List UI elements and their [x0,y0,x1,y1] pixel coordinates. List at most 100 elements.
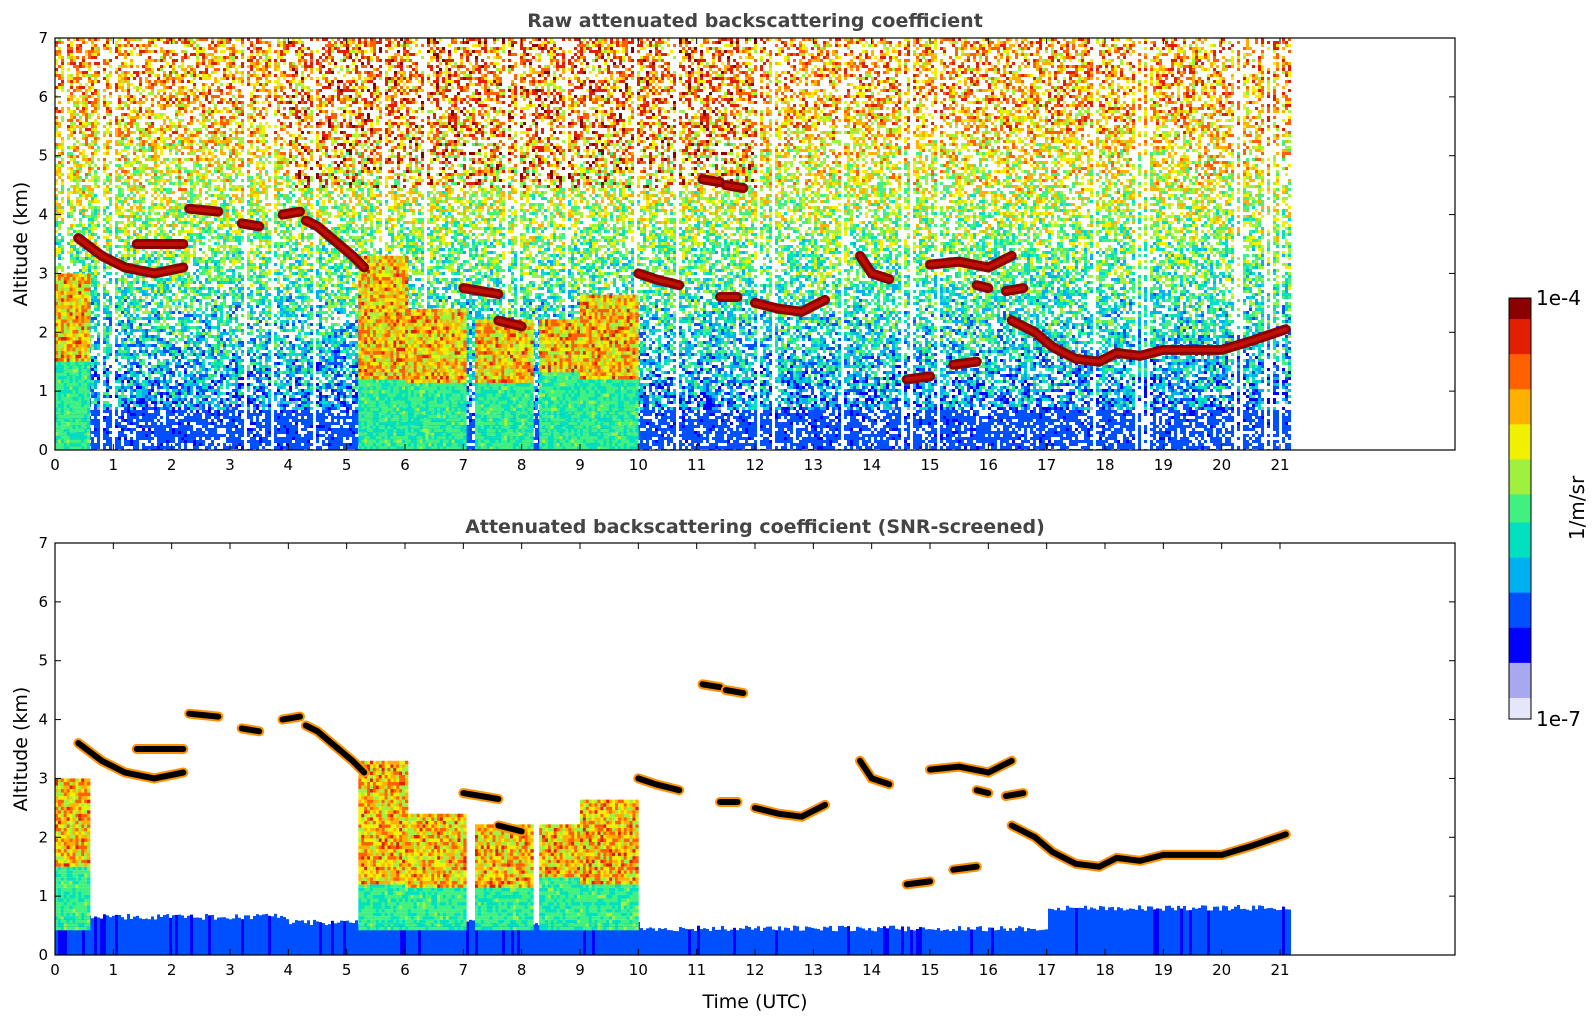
heatmap-cell [118,191,121,194]
heatmap-cell [151,149,154,152]
heatmap-cell [91,395,94,398]
heatmap-cell [211,116,214,119]
heatmap-cell [166,50,169,53]
heatmap-cell [157,221,160,224]
heatmap-cell [181,191,184,194]
heatmap-cell [184,218,187,221]
heatmap-cell [172,170,175,173]
heatmap-cell [133,317,136,320]
heatmap-cell [187,359,190,362]
heatmap-cell [142,353,145,356]
heatmap-cell [214,356,217,359]
heatmap-cell [109,233,112,236]
heatmap-cell [172,233,175,236]
heatmap-cell [85,161,88,164]
heatmap-cell [121,302,124,305]
heatmap-cell [211,41,214,44]
heatmap-cell [151,446,154,449]
heatmap-cell [127,359,130,362]
heatmap-cell [211,248,214,251]
heatmap-cell [160,263,163,266]
heatmap-cell [229,110,232,113]
heatmap-cell [103,326,106,329]
heatmap-cell [106,416,109,419]
heatmap-cell [226,257,229,260]
heatmap-cell [130,293,133,296]
heatmap-cell [61,59,64,62]
heatmap-cell [190,290,193,293]
heatmap-cell [94,185,97,188]
heatmap-cell [163,359,166,362]
heatmap-cell [202,383,205,386]
heatmap-cell [169,122,172,125]
heatmap-cell [175,212,178,215]
heatmap-cell [199,371,202,374]
heatmap-cell [91,101,94,104]
heatmap-cell [142,290,145,293]
heatmap-cell [220,371,223,374]
heatmap-cell [118,437,121,440]
heatmap-cell [139,200,142,203]
heatmap-cell [121,86,124,89]
heatmap-cell [154,137,157,140]
heatmap-cell [214,161,217,164]
heatmap-cell [166,191,169,194]
heatmap-cell [124,287,127,290]
heatmap-cell [202,401,205,404]
heatmap-cell [139,350,142,353]
heatmap-cell [220,245,223,248]
heatmap-cell [169,95,172,98]
heatmap-cell [196,293,199,296]
heatmap-cell [187,71,190,74]
heatmap-cell [178,179,181,182]
heatmap-cell [91,275,94,278]
heatmap-cell [127,128,130,131]
heatmap-cell [181,125,184,128]
heatmap-cell [205,434,208,437]
heatmap-cell [103,212,106,215]
heatmap-cell [169,422,172,425]
heatmap-cell [226,386,229,389]
heatmap-cell [61,251,64,254]
heatmap-cell [106,140,109,143]
heatmap-cell [223,239,226,242]
heatmap-cell [109,173,112,176]
heatmap-cell [139,53,142,56]
heatmap-cell [118,47,121,50]
heatmap-cell [220,173,223,176]
heatmap-cell [193,245,196,248]
heatmap-cell [205,371,208,374]
heatmap-cell [190,437,193,440]
heatmap-cell [199,230,202,233]
heatmap-cell [199,77,202,80]
heatmap-cell [175,323,178,326]
heatmap-cell [127,80,130,83]
heatmap-cell [181,182,184,185]
heatmap-cell [103,77,106,80]
heatmap-cell [163,215,166,218]
heatmap-cell [118,404,121,407]
heatmap-cell [229,185,232,188]
heatmap-cell [97,200,100,203]
heatmap-cell [58,65,61,68]
heatmap-cell [79,164,82,167]
heatmap-cell [145,257,148,260]
heatmap-cell [145,323,148,326]
heatmap-cell [157,278,160,281]
heatmap-cell [115,317,118,320]
heatmap-cell [94,164,97,167]
heatmap-cell [157,368,160,371]
heatmap-cell [58,254,61,257]
heatmap-cell [172,221,175,224]
heatmap-cell [70,209,73,212]
heatmap-cell [79,170,82,173]
heatmap-cell [151,158,154,161]
heatmap-cell [226,440,229,443]
heatmap-cell [61,185,64,188]
heatmap-cell [178,299,181,302]
heatmap-cell [127,335,130,338]
heatmap-cell [103,266,106,269]
heatmap-cell [145,404,148,407]
heatmap-cell [214,293,217,296]
heatmap-cell [220,275,223,278]
